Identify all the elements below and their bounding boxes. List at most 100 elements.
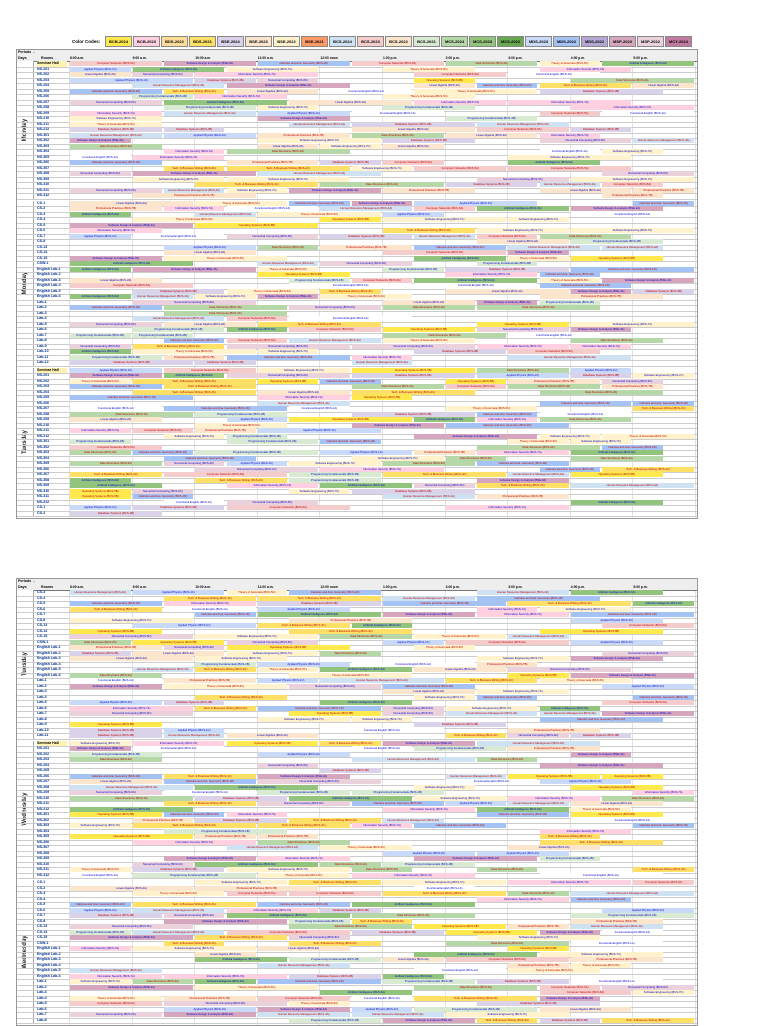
class-cell: Theory of Automata (BCS-5C): [70, 996, 162, 1001]
class-cell: Software Design & Analysis (BSE-3A): [70, 684, 162, 689]
class-cell: Information Security (BCS-7A): [540, 67, 632, 72]
class-cell: Human Resource Management (BCS-4A): [195, 212, 256, 217]
class-cell: Database Systems (BCS-3B): [70, 127, 162, 132]
class-cell: Data Structures (BCS-3A): [352, 133, 444, 138]
class-cell: Database Systems (BCS-3B): [195, 78, 256, 83]
class-cell: Functional English (BCS-1A): [540, 149, 601, 154]
class-cell: Numerical Computing (BCS-6C): [352, 344, 475, 349]
class-cell: Tech. & Business Writing (BCS-4C): [195, 478, 287, 483]
class-cell: Database Systems (BCS-3B): [320, 768, 381, 773]
class-cell: Professional Practices (BCS-7B): [320, 245, 412, 250]
class-cell: Software Engineering (BCS-7C): [571, 177, 694, 182]
class-cell: Software Engineering (BCS-7C): [70, 618, 193, 623]
class-cell: Database Systems (BCS-3B): [195, 818, 287, 823]
class-cell: Linear Algebra (BCS-2A): [477, 239, 569, 244]
class-cell: Calculus and Ana. Geometry (BCS-1D): [70, 89, 162, 94]
class-cell: Tech. & Business Writing (BCS-4C): [446, 678, 538, 683]
class-cell: Tech. & Business Writing (BCS-4C): [289, 818, 381, 823]
class-cell: Calculus and Ana. Geometry (BCS-1D): [164, 812, 225, 817]
class-cell: Software Engineering (BCS-7C): [195, 634, 318, 639]
class-cell: Computer Networks (BCS-5A): [633, 880, 694, 885]
class-cell: Information Security (BCS-7A): [164, 601, 256, 606]
class-cell: Programming Fundamentals (BCS-1B): [133, 94, 194, 99]
class-cell: Information Security (BCS-7A): [352, 355, 413, 360]
class-cell: Applied Physics (BCS-1C): [164, 1007, 256, 1012]
class-cell: Human Resource Management (BCS-4A): [540, 182, 601, 187]
class-cell: Calculus and Ana. Geometry (BCS-1D): [540, 272, 601, 277]
class-cell: Theory of Automata (BCS-5C): [414, 645, 475, 650]
class-cell: Artificial Intelligence (BCS-6A): [571, 590, 663, 595]
class-cell: Applied Physics (BCS-1C): [70, 908, 131, 913]
class-cell: Tech. & Business Writing (BCS-4C): [414, 996, 537, 1001]
class-cell: Applied Physics (BCS-1C): [352, 1007, 413, 1012]
class-cell: Information Security (BCS-7A): [164, 974, 287, 979]
class-cell: Computer Networks (BCS-5A): [508, 166, 631, 171]
class-cell: Data Structures (BCS-3A): [320, 634, 412, 639]
class-cell: Artificial Intelligence (BCS-6A): [414, 278, 537, 283]
class-cell: Software Engineering (BCS-7C): [508, 155, 631, 160]
class-cell: Operating Systems (BCS-5B): [70, 722, 162, 727]
class-cell: Linear Algebra (BCS-2A): [133, 651, 225, 656]
class-cell: Theory of Automata (BCS-5C): [70, 122, 162, 127]
class-cell: Linear Algebra (BCS-2A): [383, 957, 444, 962]
legend-chip: BSE-2023: [245, 36, 272, 47]
class-cell: Functional English (BCS-1A): [352, 996, 413, 1001]
class-cell: Software Design & Analysis (BSE-3A): [227, 83, 350, 88]
class-cell: Numerical Computing (BCS-6C): [258, 78, 319, 83]
class-cell: Calculus and Ana. Geometry (BCS-1D): [540, 467, 601, 472]
class-cell: Software Engineering (BCS-7C): [571, 439, 632, 444]
class-cell: Artificial Intelligence (BCS-6A): [164, 373, 225, 378]
class-cell: Database Systems (BCS-3B): [70, 913, 162, 918]
class-cell: Programming Fundamentals (BCS-1B): [571, 913, 694, 918]
class-cell: Artificial Intelligence (BCS-6A): [477, 807, 569, 812]
class-cell: Programming Fundamentals (BCS-1B): [195, 450, 318, 455]
class-cell: Professional Practices (BCS-7B): [383, 188, 475, 193]
class-cell: Database Systems (BCS-3B): [540, 1018, 601, 1023]
class-cell: Calculus and Ana. Geometry (BCS-1D): [164, 338, 225, 343]
class-cell: Data Structures (BCS-3A): [571, 338, 663, 343]
class-cell: Software Engineering (BCS-7C): [70, 741, 131, 746]
class-cell: Software Design & Analysis (BSE-3A): [133, 267, 256, 272]
class-cell: Computer Networks (BCS-5A): [258, 996, 350, 1001]
class-cell: Professional Practices (BCS-7B): [508, 963, 569, 968]
class-cell: Numerical Computing (BCS-6C): [133, 862, 194, 867]
class-cell: Artificial Intelligence (BCS-6A): [352, 902, 475, 907]
class-cell: Information Security (BCS-7A): [477, 607, 538, 612]
class-cell: Data Structures (BCS-3A): [227, 149, 350, 154]
class-cell: Software Design & Analysis (BSE-3A): [70, 256, 162, 261]
class-cell: Information Security (BCS-7A): [352, 823, 413, 828]
class-cell: Operating Systems (BCS-5B): [70, 812, 162, 817]
class-cell: Database Systems (BCS-3B): [352, 489, 475, 494]
class-cell: Theory of Automata (BCS-5C): [164, 256, 287, 261]
class-cell: Data Structures (BCS-3A): [258, 245, 319, 250]
class-cell: Applied Physics (BCS-1C): [164, 728, 225, 733]
class-cell: Numerical Computing (BCS-6C): [383, 706, 444, 711]
class-cell: Calculus and Ana. Geometry (BCS-1D): [258, 979, 381, 984]
class-cell: Human Resource Management (BCS-4A): [540, 711, 601, 716]
class-cell: Theory of Automata (BCS-5C): [195, 201, 287, 206]
class-cell: Tech. & Business Writing (BCS-4C): [289, 880, 381, 885]
class-cell: Numerical Computing (BCS-6C): [70, 100, 162, 105]
class-cell: Information Security (BCS-7A): [70, 706, 193, 711]
class-cell: Programming Fundamentals (BCS-1B): [70, 355, 162, 360]
class-cell: Functional English (BCS-1A): [540, 412, 632, 417]
class-cell: Numerical Computing (BCS-6C): [70, 322, 162, 327]
class-cell: Software Design & Analysis (BSE-3A): [70, 746, 131, 751]
class-cell: Operating Systems (BCS-5B): [477, 322, 569, 327]
class-cell: Calculus and Ana. Geometry (BCS-1D): [633, 401, 694, 406]
class-cell: Software Engineering (BCS-7C): [383, 880, 506, 885]
class-cell: Linear Algebra (BCS-2A): [289, 100, 412, 105]
class-cell: Theory of Automata (BCS-5C): [227, 289, 319, 294]
class-cell: Programming Fundamentals (BCS-1B): [414, 746, 506, 751]
class-cell: Theory of Automata (BCS-5C): [414, 634, 506, 639]
class-cell: Software Engineering (BCS-7C): [195, 880, 287, 885]
class-cell: Calculus and Ana. Geometry (BCS-1D): [133, 450, 194, 455]
periods-label: Periods →: [18, 50, 36, 55]
class-cell: Programming Fundamentals (BCS-1B): [227, 439, 319, 444]
class-cell: Database Systems (BCS-3B): [383, 138, 475, 143]
class-cell: Database Systems (BCS-3B): [258, 601, 381, 606]
class-cell: Programming Fundamentals (BCS-1B): [70, 752, 162, 757]
class-cell: Database Systems (BCS-3B): [320, 908, 381, 913]
class-cell: Information Security (BCS-7A): [508, 100, 631, 105]
